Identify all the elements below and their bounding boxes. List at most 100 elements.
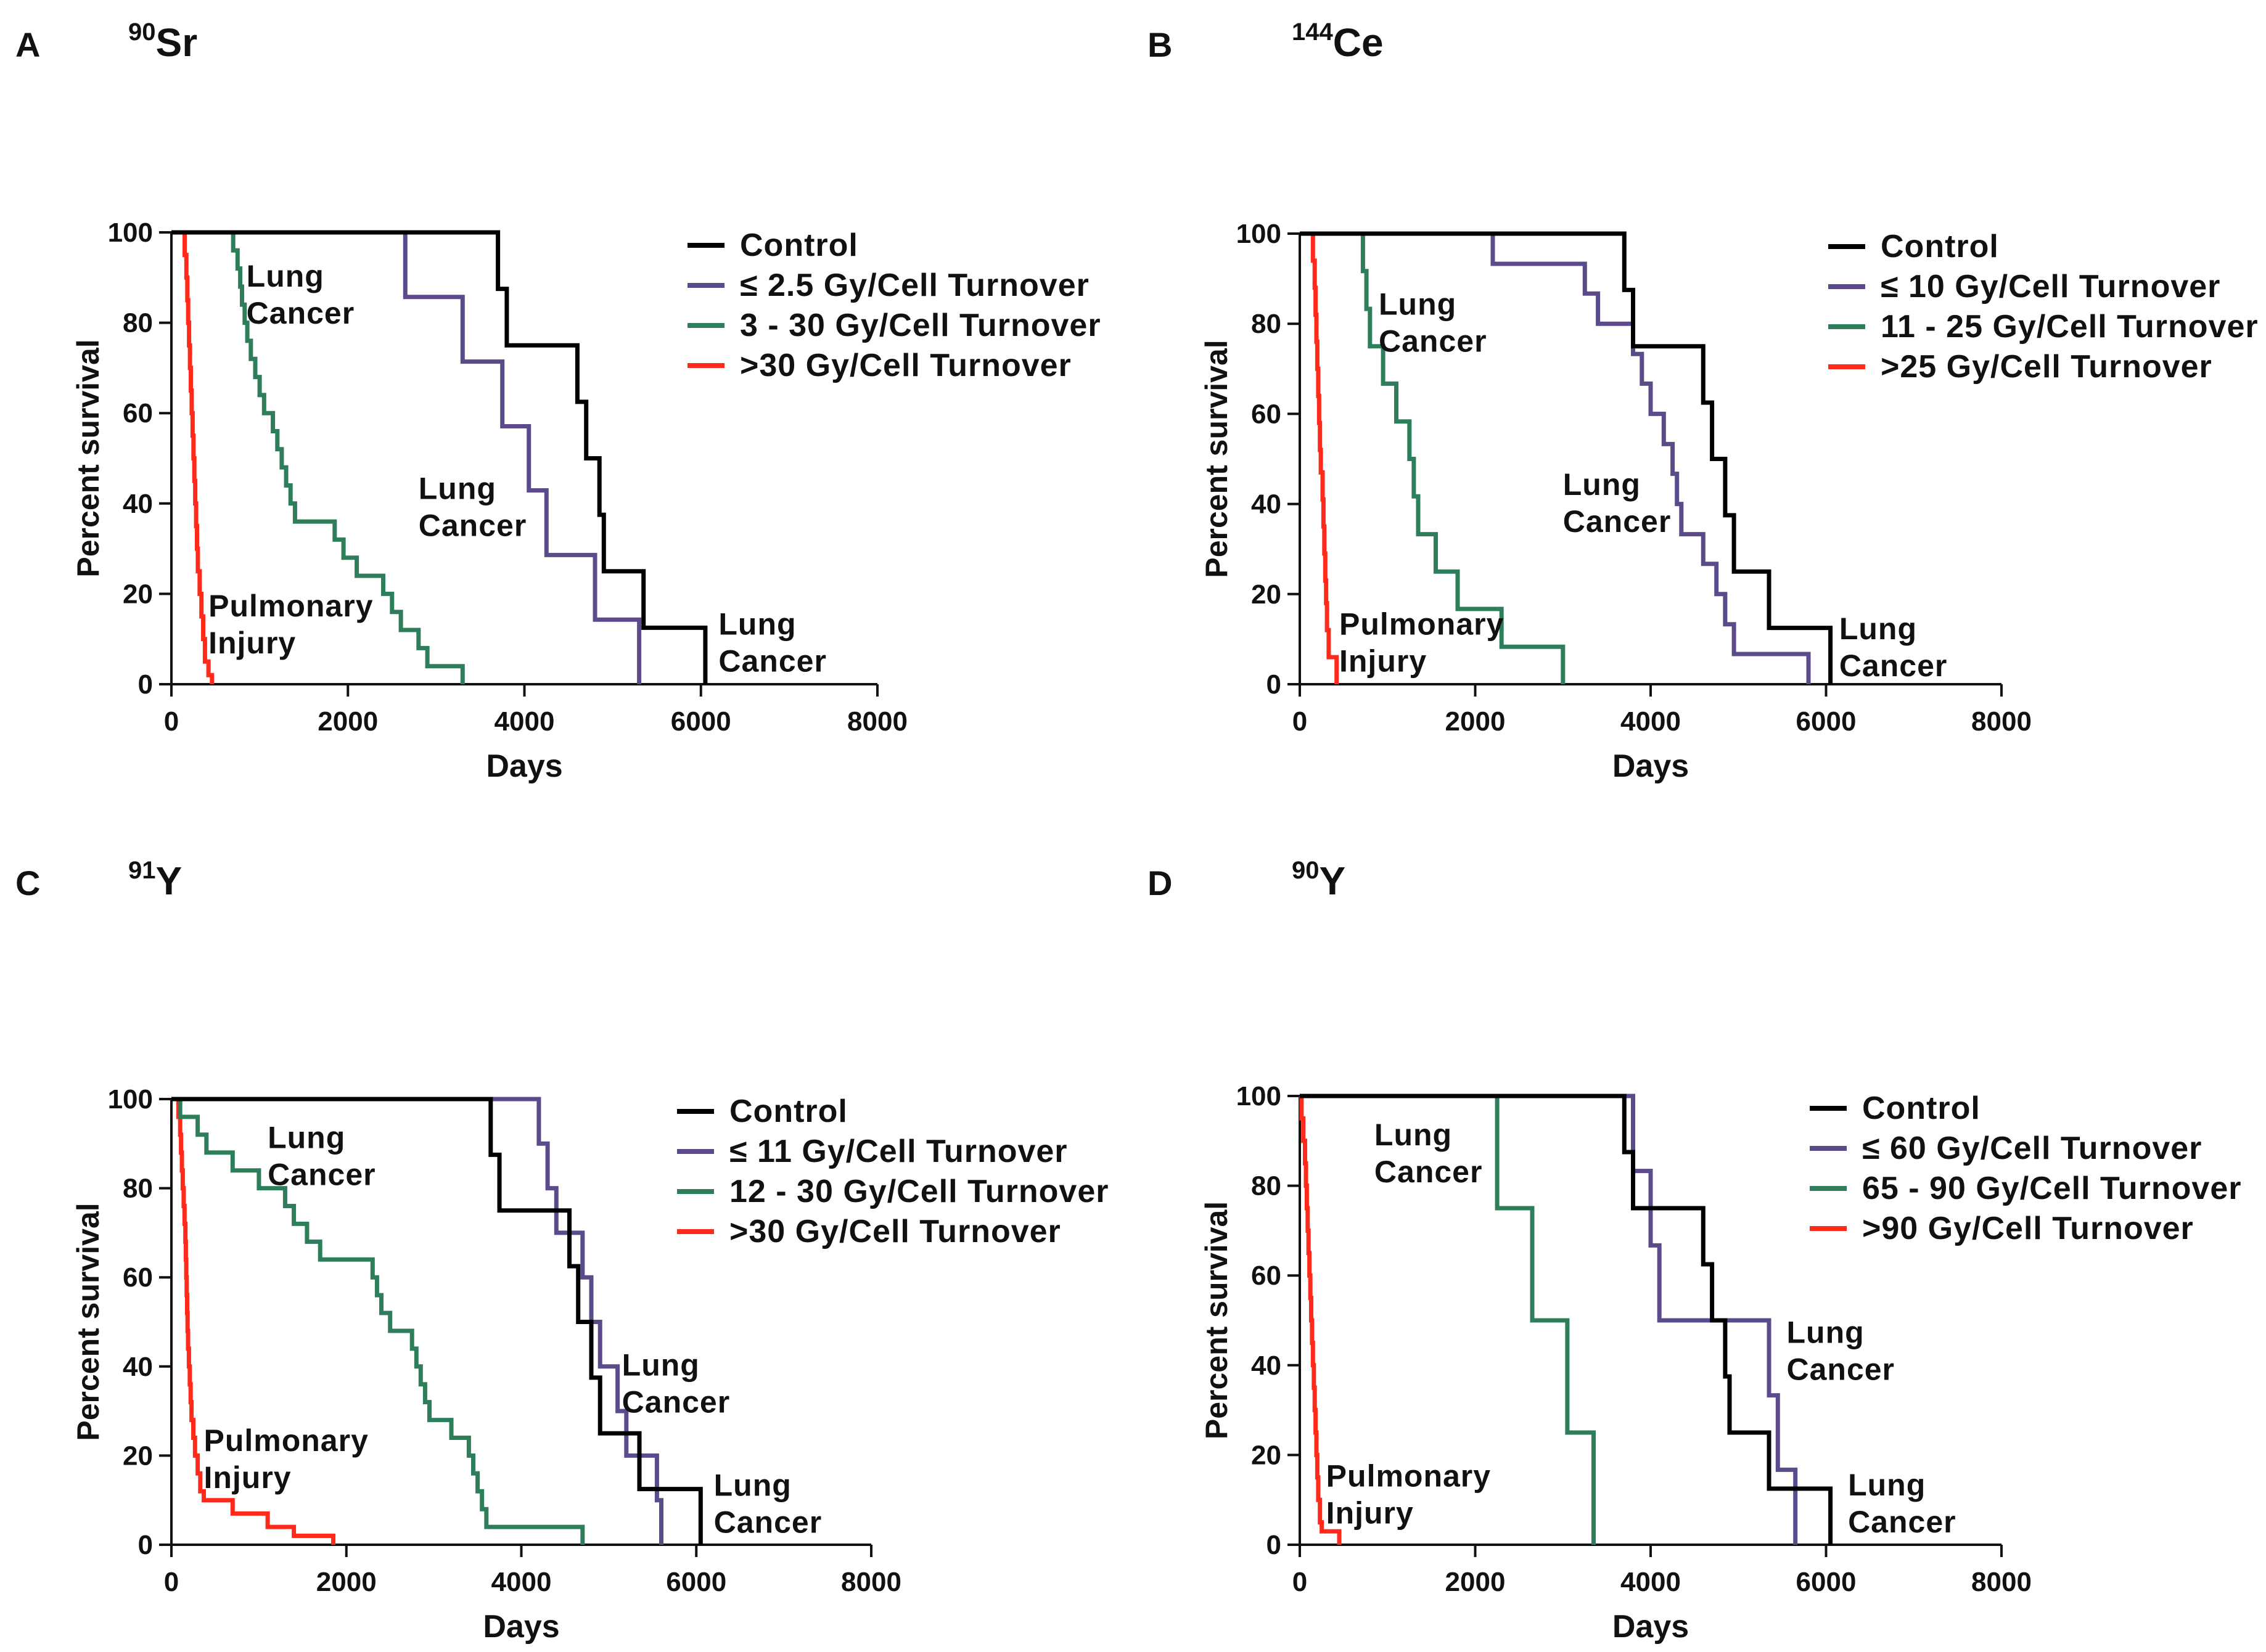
survival-chart: 0 2000 4000 6000 8000 0 20 40 60 80 100 Days Percent… bbox=[71, 1084, 1109, 1645]
curve-annotation: Pulmonary Injury bbox=[1326, 1458, 1491, 1530]
isotope-symbol: Ce bbox=[1332, 20, 1384, 65]
annotation-line: Cancer bbox=[1839, 648, 1948, 683]
y-tick-label: 40 bbox=[1251, 1351, 1281, 1381]
panel-b: B 144Ce 0 2000 4000 6000 8000 0 20 40 60 80 100 Day… bbox=[1133, 0, 2266, 826]
x-axis-title: Days bbox=[1612, 1609, 1689, 1645]
y-axis-title: Percent survival bbox=[71, 339, 105, 577]
annotation-line: Lung bbox=[718, 607, 796, 641]
y-tick-label: 40 bbox=[1251, 489, 1281, 520]
legend-label: >25 Gy/Cell Turnover bbox=[1881, 349, 2212, 385]
survival-curve-1 bbox=[171, 230, 708, 684]
survival-curve-4 bbox=[171, 1097, 335, 1545]
annotation-line: Cancer bbox=[1379, 324, 1487, 359]
survival-curve-4 bbox=[1299, 1094, 1342, 1545]
panel-c: C 91Y 0 2000 4000 6000 8000 0 20 40 60 80 100 Days P… bbox=[0, 826, 1133, 1652]
survival-curve-1 bbox=[1300, 231, 1833, 684]
y-tick-label: 20 bbox=[123, 579, 153, 609]
y-tick-label: 80 bbox=[1251, 1171, 1281, 1201]
annotation-line: Lung bbox=[247, 259, 324, 293]
curve-annotation: Lung Cancer bbox=[1374, 1118, 1483, 1189]
legend-label: 65 - 90 Gy/Cell Turnover bbox=[1862, 1171, 2241, 1206]
survival-curve-2 bbox=[1300, 231, 1811, 684]
y-tick-label: 20 bbox=[1251, 579, 1281, 610]
annotation-line: Lung bbox=[268, 1121, 345, 1155]
annotation-line: Lung bbox=[1786, 1315, 1864, 1349]
isotope-mass-number: 91 bbox=[128, 857, 156, 884]
x-tick-label: 2000 bbox=[1445, 706, 1506, 737]
y-axis-title: Percent survival bbox=[1199, 340, 1234, 578]
survival-curve-3 bbox=[1300, 231, 1566, 684]
curve-annotation: Lung Cancer bbox=[714, 1468, 823, 1539]
annotation-line: Cancer bbox=[718, 644, 827, 678]
curve-annotation: Lung Cancer bbox=[247, 259, 355, 330]
isotope-symbol: Y bbox=[155, 859, 183, 903]
y-tick-label: 60 bbox=[123, 398, 153, 428]
panel-title: 90Sr bbox=[128, 20, 197, 65]
annotation-line: Cancer bbox=[622, 1384, 731, 1419]
panel-title: 90Y bbox=[1292, 858, 1345, 904]
isotope-symbol: Sr bbox=[155, 20, 198, 65]
annotation-line: Pulmonary bbox=[1339, 607, 1504, 642]
annotation-line: Lung bbox=[1563, 467, 1641, 502]
legend-label: ≤ 60 Gy/Cell Turnover bbox=[1862, 1131, 2202, 1166]
legend-label: ≤ 11 Gy/Cell Turnover bbox=[729, 1134, 1068, 1169]
legend-label: >30 Gy/Cell Turnover bbox=[740, 348, 1072, 383]
panel-letter: A bbox=[15, 25, 41, 64]
panel-a: A 90Sr 0 2000 4000 6000 8000 0 20 40 60 80 100 Days… bbox=[0, 0, 1133, 826]
annotation-line: Injury bbox=[1339, 644, 1427, 679]
x-tick-label: 2000 bbox=[318, 706, 378, 737]
panel-letter: B bbox=[1147, 25, 1173, 64]
annotation-line: Cancer bbox=[714, 1505, 823, 1539]
x-tick-label: 8000 bbox=[841, 1567, 901, 1597]
isotope-mass-number: 144 bbox=[1292, 18, 1333, 46]
survival-curve-4 bbox=[1300, 231, 1339, 684]
legend-label: Control bbox=[729, 1094, 848, 1129]
annotation-line: Pulmonary bbox=[1326, 1458, 1491, 1493]
curve-annotation: Lung Cancer bbox=[1848, 1468, 1956, 1539]
x-tick-label: 0 bbox=[1292, 1567, 1307, 1597]
panel-title: 91Y bbox=[128, 858, 182, 904]
curve-annotation: Lung Cancer bbox=[1786, 1315, 1895, 1386]
x-tick-label: 6000 bbox=[671, 706, 731, 737]
y-tick-label: 0 bbox=[1266, 669, 1281, 700]
y-tick-label: 0 bbox=[138, 1530, 153, 1560]
x-tick-label: 8000 bbox=[847, 706, 908, 737]
legend-label: 12 - 30 Gy/Cell Turnover bbox=[729, 1174, 1109, 1209]
y-tick-label: 40 bbox=[123, 489, 153, 519]
curve-annotation: Lung Cancer bbox=[1839, 611, 1948, 683]
legend-label: Control bbox=[740, 227, 858, 263]
annotation-line: Cancer bbox=[1563, 504, 1672, 539]
annotation-line: Cancer bbox=[419, 508, 527, 542]
y-tick-label: 60 bbox=[1251, 1261, 1281, 1291]
annotation-line: Injury bbox=[208, 626, 296, 660]
y-tick-label: 100 bbox=[108, 218, 153, 248]
curve-annotation: Lung Cancer bbox=[268, 1121, 376, 1192]
x-tick-label: 0 bbox=[1292, 706, 1307, 737]
survival-chart: 0 2000 4000 6000 8000 0 20 40 60 80 100 Days Percent… bbox=[1199, 1081, 2241, 1645]
x-tick-label: 8000 bbox=[1971, 706, 2032, 737]
survival-chart: 0 2000 4000 6000 8000 0 20 40 60 80 100 Days Percent… bbox=[71, 218, 1101, 784]
curve-annotation: Pulmonary Injury bbox=[1339, 607, 1504, 679]
legend-label: >30 Gy/Cell Turnover bbox=[729, 1214, 1061, 1249]
legend-label: Control bbox=[1881, 229, 1999, 264]
survival-curve-1 bbox=[171, 1097, 703, 1545]
x-tick-label: 4000 bbox=[495, 706, 555, 737]
panel-letter: C bbox=[15, 864, 41, 902]
annotation-line: Cancer bbox=[1848, 1505, 1956, 1539]
legend-label: Control bbox=[1862, 1090, 1981, 1126]
annotation-line: Cancer bbox=[268, 1158, 376, 1192]
panel-title: 144Ce bbox=[1292, 20, 1384, 65]
curve-annotation: Lung Cancer bbox=[718, 607, 827, 678]
survival-curve-3 bbox=[1300, 1094, 1596, 1545]
annotation-line: Lung bbox=[622, 1347, 700, 1382]
y-tick-label: 80 bbox=[1251, 309, 1281, 339]
x-axis-title: Days bbox=[486, 748, 562, 784]
survival-curve-3 bbox=[171, 230, 465, 684]
y-tick-label: 100 bbox=[1236, 1081, 1281, 1111]
y-tick-label: 60 bbox=[1251, 399, 1281, 429]
x-tick-label: 8000 bbox=[1971, 1567, 2032, 1597]
panel-d: D 90Y 0 2000 4000 6000 8000 0 20 40 60 80 100 Days P… bbox=[1133, 826, 2266, 1652]
annotation-line: Pulmonary bbox=[203, 1423, 368, 1458]
annotation-line: Cancer bbox=[1374, 1155, 1483, 1189]
y-tick-label: 80 bbox=[123, 1174, 153, 1204]
